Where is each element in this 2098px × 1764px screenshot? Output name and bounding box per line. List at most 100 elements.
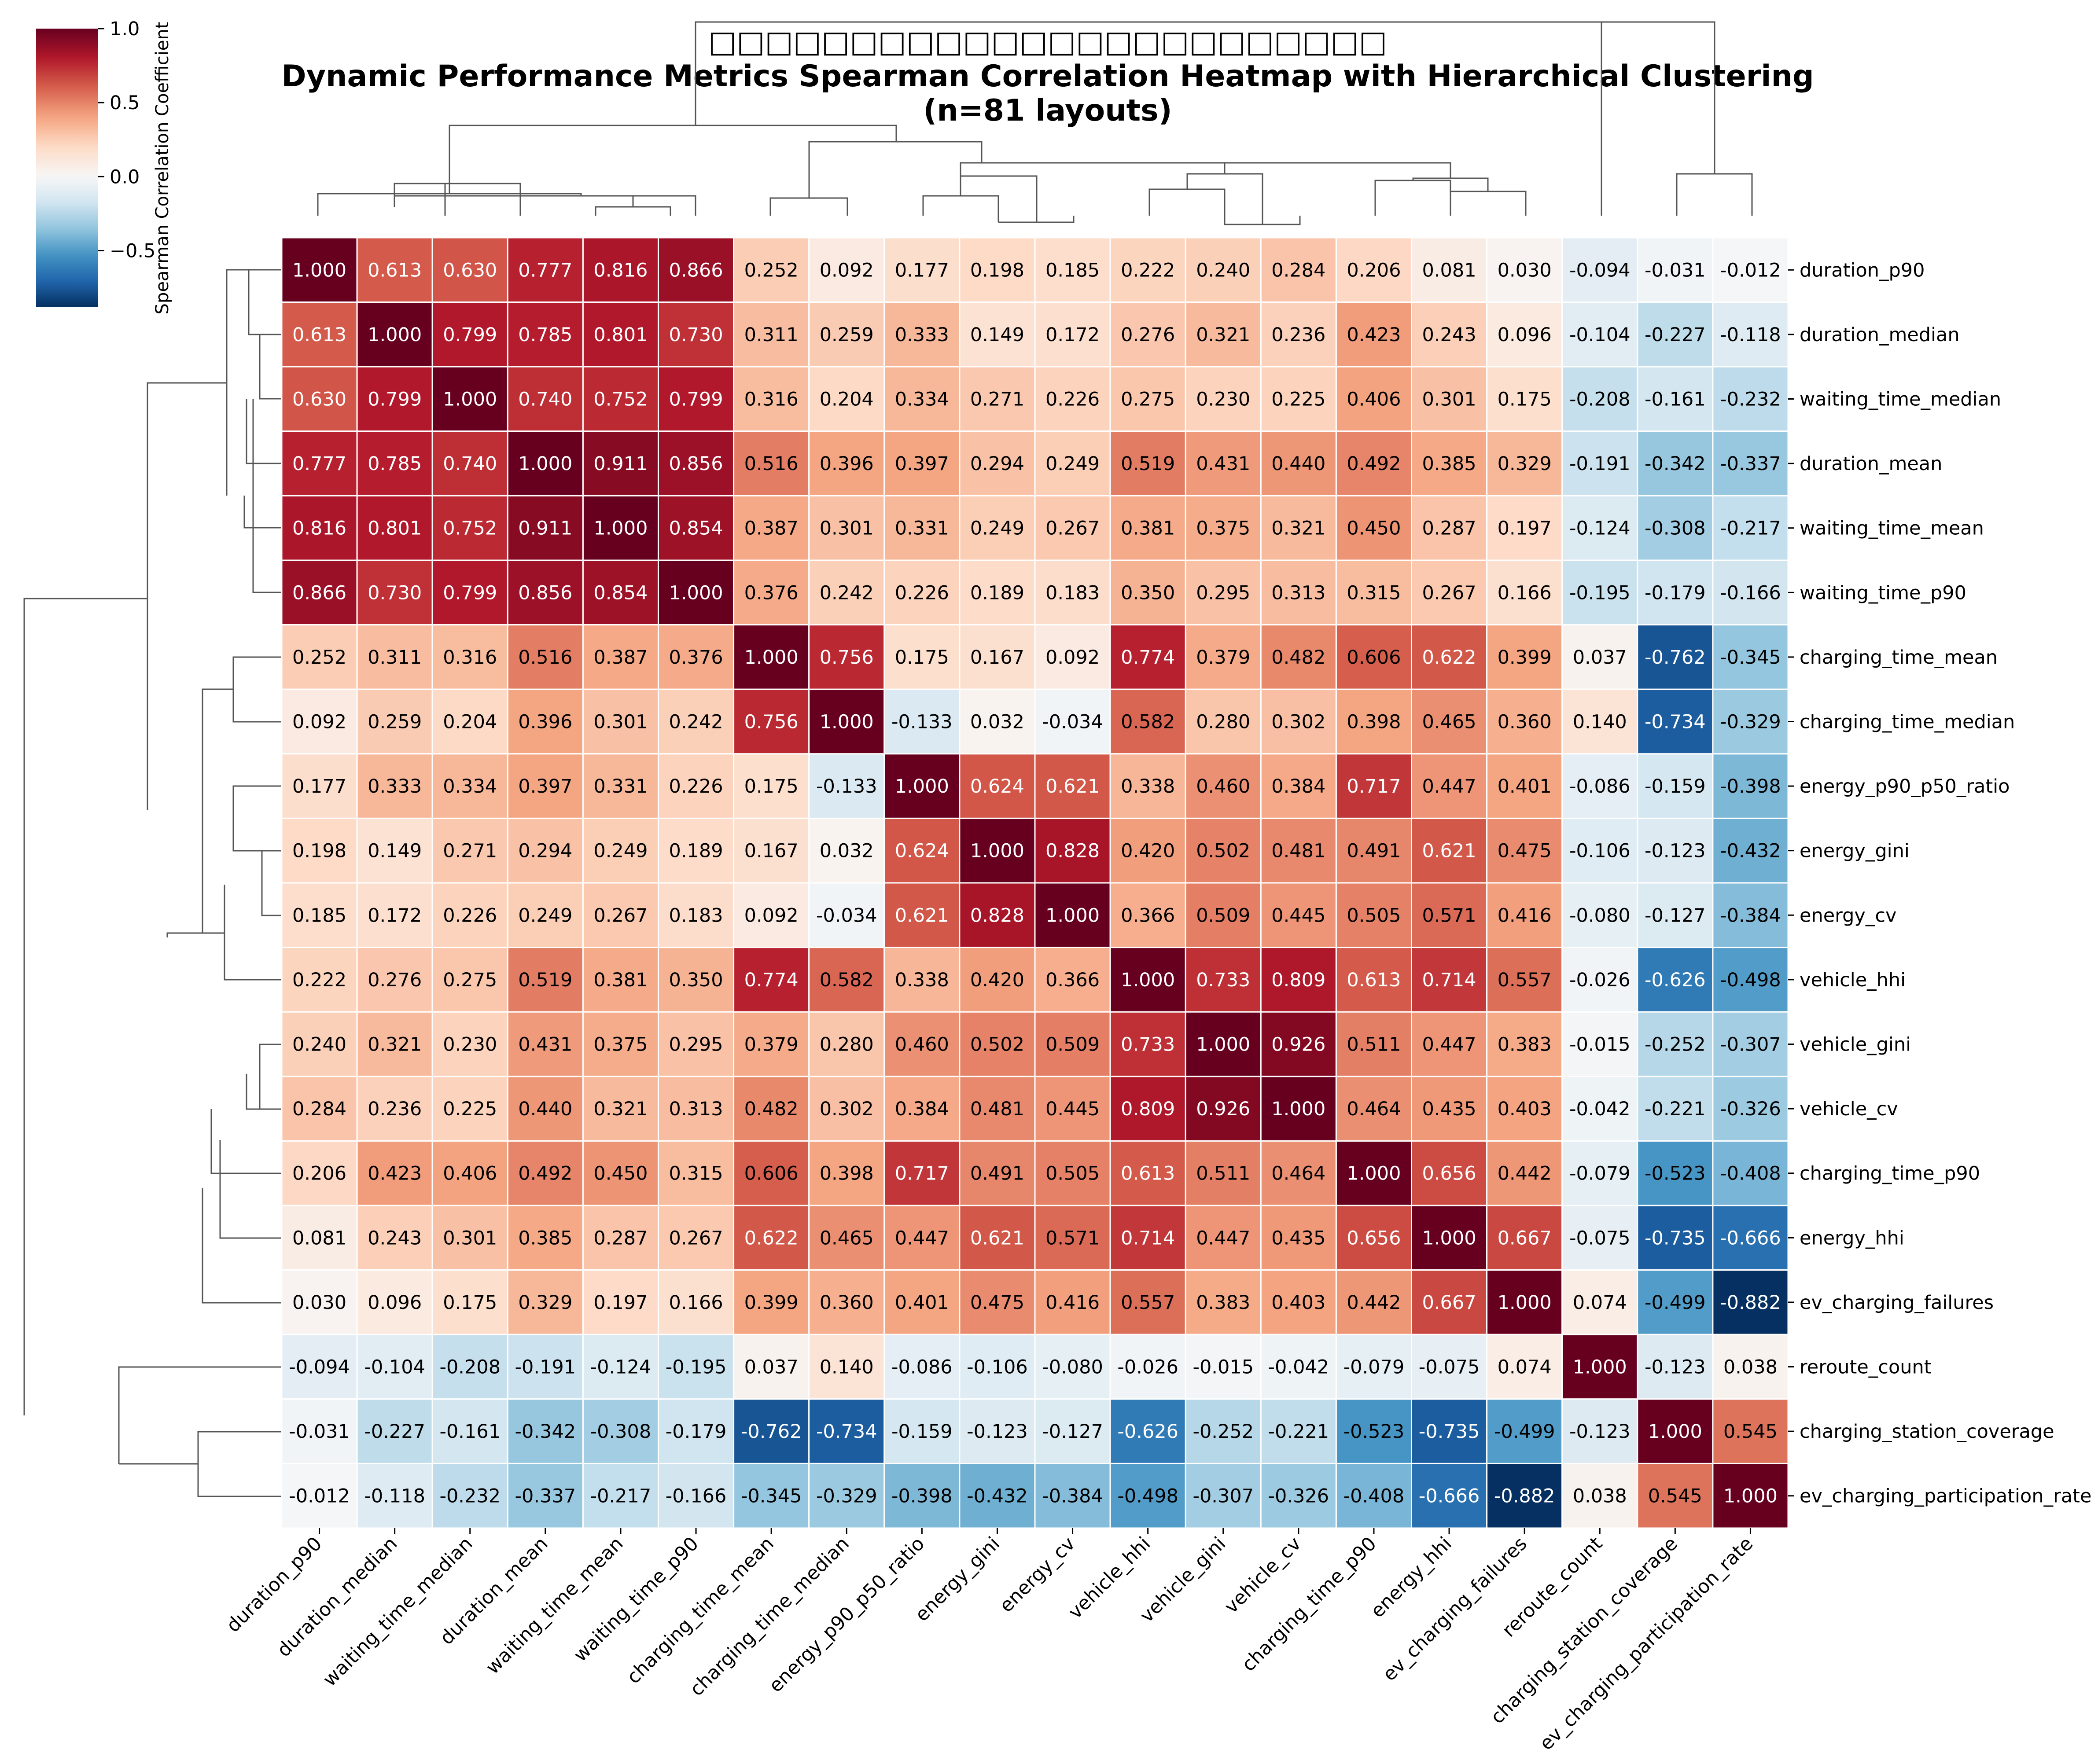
row-label-charging-time-p90: charging_time_p90: [1800, 1163, 1980, 1185]
cell-value-label: -0.735: [1419, 1421, 1480, 1443]
heatmap-cell-reroute-count-vehicle-hhi: [1109, 1334, 1186, 1400]
heatmap-cell-energy-p90-p50-ratio-duration-mean: [507, 753, 584, 819]
heatmap-cell-energy-cv-vehicle-cv: [1260, 882, 1337, 948]
cell-value-label: 0.571: [1045, 1227, 1100, 1249]
heatmap-cell-energy-cv-ev-charging-failures: [1486, 882, 1563, 948]
dendrogram-link: [252, 399, 282, 593]
heatmap-cell-reroute-count-duration-mean: [507, 1334, 584, 1400]
cell-value-label: -0.161: [1645, 389, 1706, 411]
cell-value-label: -0.342: [515, 1421, 576, 1443]
cell-value-label: 0.074: [1573, 1292, 1627, 1314]
dendrogram-link: [202, 1188, 282, 1304]
cell-value-label: 0.752: [443, 518, 497, 540]
cell-value-label: 0.376: [744, 582, 799, 604]
heatmap-cell-duration-median-duration-mean: [507, 301, 584, 368]
cell-value-label: 0.733: [1196, 969, 1250, 991]
heatmap-cell-vehicle-gini-charging-time-median: [808, 1011, 885, 1077]
cell-value-label: -0.166: [1720, 582, 1781, 604]
cell-value-label: 0.482: [1271, 647, 1325, 669]
heatmap-cell-duration-p90-waiting-time-mean: [582, 237, 659, 303]
cell-value-label: 0.311: [744, 324, 799, 346]
cell-value-label: 0.431: [518, 1034, 572, 1056]
heatmap-cell-energy-gini-charging-station-coverage: [1637, 817, 1714, 884]
heatmap-cell-energy-p90-p50-ratio-waiting-time-mean: [582, 753, 659, 819]
heatmap-cell-vehicle-hhi-duration-median: [356, 947, 433, 1013]
heatmap-cell-vehicle-hhi-charging-station-coverage: [1637, 947, 1714, 1013]
cell-value-label: 0.667: [1422, 1292, 1476, 1314]
cell-value-label: 0.447: [1422, 1034, 1476, 1056]
heatmap-cell-charging-station-coverage-vehicle-gini: [1185, 1398, 1262, 1464]
cell-value-label: -0.762: [1645, 647, 1706, 669]
cell-value-label: -0.232: [1720, 389, 1781, 411]
colorbar-gradient: [36, 29, 98, 307]
heatmap-cell-energy-gini-vehicle-hhi: [1109, 817, 1186, 884]
heatmap-cell-charging-time-mean-waiting-time-p90: [658, 624, 735, 690]
cell-value-label: 0.406: [1347, 389, 1401, 411]
cell-value-label: 0.249: [970, 518, 1024, 540]
heatmap-cell-reroute-count-energy-hhi: [1411, 1334, 1488, 1400]
cell-value-label: 0.096: [368, 1292, 422, 1314]
heatmap-cell-ev-charging-failures-energy-gini: [959, 1269, 1036, 1335]
heatmap-cell-ev-charging-participation-rate-energy-hhi: [1411, 1463, 1488, 1529]
cell-value-label: 0.502: [970, 1034, 1024, 1056]
cell-value-label: 0.271: [970, 389, 1024, 411]
cell-value-label: -0.104: [364, 1356, 425, 1378]
cell-value-label: -0.195: [1569, 582, 1631, 604]
cell-value-label: 0.440: [1271, 453, 1325, 475]
cell-value-label: 0.175: [895, 647, 949, 669]
heatmap-cell-energy-cv-waiting-time-mean: [582, 882, 659, 948]
cell-value-label: 0.714: [1121, 1227, 1175, 1249]
cell-value-label: -0.666: [1419, 1485, 1480, 1507]
heatmap-cell-ev-charging-failures-waiting-time-p90: [658, 1269, 735, 1335]
cell-value-label: -0.159: [891, 1421, 953, 1443]
cell-value-label: -0.308: [1645, 518, 1706, 540]
cell-value-label: 0.613: [1347, 969, 1401, 991]
cell-value-label: 0.360: [1498, 711, 1552, 733]
heatmap-cell-charging-time-p90-charging-time-mean: [733, 1140, 810, 1206]
heatmap-cell-vehicle-gini-energy-gini: [959, 1011, 1036, 1077]
cell-value-label: 0.037: [744, 1356, 799, 1378]
heatmap-cell-energy-hhi-charging-time-median: [808, 1205, 885, 1271]
cell-value-label: -0.398: [1720, 775, 1781, 797]
dendrogram-link: [210, 1109, 282, 1174]
cell-value-label: -0.734: [816, 1421, 877, 1443]
cell-value-label: 0.511: [1196, 1163, 1250, 1185]
heatmap-cell-vehicle-cv-energy-cv: [1034, 1076, 1111, 1142]
cell-value-label: 0.774: [1121, 647, 1175, 669]
cell-value-label: 0.252: [744, 259, 799, 281]
cell-value-label: 0.198: [970, 259, 1024, 281]
dendrogram-link: [1450, 191, 1527, 216]
heatmap-cell-waiting-time-p90-ev-charging-failures: [1486, 559, 1563, 626]
heatmap-cell-energy-cv-duration-mean: [507, 882, 584, 948]
heatmap-cell-ev-charging-failures-ev-charging-participation-rate: [1712, 1269, 1789, 1335]
cell-value-label: 0.740: [518, 389, 572, 411]
cell-value-label: 0.249: [518, 904, 572, 926]
column-label-waiting-time-median: waiting_time_median: [319, 1532, 477, 1690]
cell-value-label: 0.465: [820, 1227, 874, 1249]
cell-value-label: -0.042: [1268, 1356, 1329, 1378]
cell-value-label: 0.401: [895, 1292, 949, 1314]
cell-value-label: 0.856: [518, 582, 572, 604]
heatmap-cell-charging-time-mean-energy-p90-p50-ratio: [883, 624, 961, 690]
cell-value-label: -0.208: [1569, 389, 1631, 411]
cell-value-label: 0.271: [443, 840, 497, 862]
cell-value-label: -0.498: [1117, 1485, 1178, 1507]
cell-value-label: 0.622: [744, 1227, 799, 1249]
heatmap-cell-vehicle-cv-duration-p90: [281, 1076, 358, 1142]
cell-value-label: -0.208: [439, 1356, 501, 1378]
heatmap-cell-reroute-count-charging-time-median: [808, 1334, 885, 1400]
heatmap-cell-charging-time-p90-charging-time-p90: [1335, 1140, 1412, 1206]
heatmap-cell-charging-time-median-charging-time-mean: [733, 688, 810, 755]
heatmap-cell-charging-time-median-charging-time-median: [808, 688, 885, 755]
cell-value-label: -0.079: [1343, 1356, 1405, 1378]
heatmap-cell-charging-time-mean-charging-time-median: [808, 624, 885, 690]
heatmap-cell-charging-time-mean-reroute-count: [1561, 624, 1638, 690]
cell-value-label: -0.217: [1720, 518, 1781, 540]
cell-value-label: 0.284: [292, 1098, 346, 1120]
cell-value-label: -0.337: [515, 1485, 576, 1507]
cell-value-label: 0.582: [820, 969, 874, 991]
cell-value-label: 0.502: [1196, 840, 1250, 862]
cell-value-label: 0.621: [1422, 840, 1476, 862]
cell-value-label: 0.092: [1045, 647, 1100, 669]
